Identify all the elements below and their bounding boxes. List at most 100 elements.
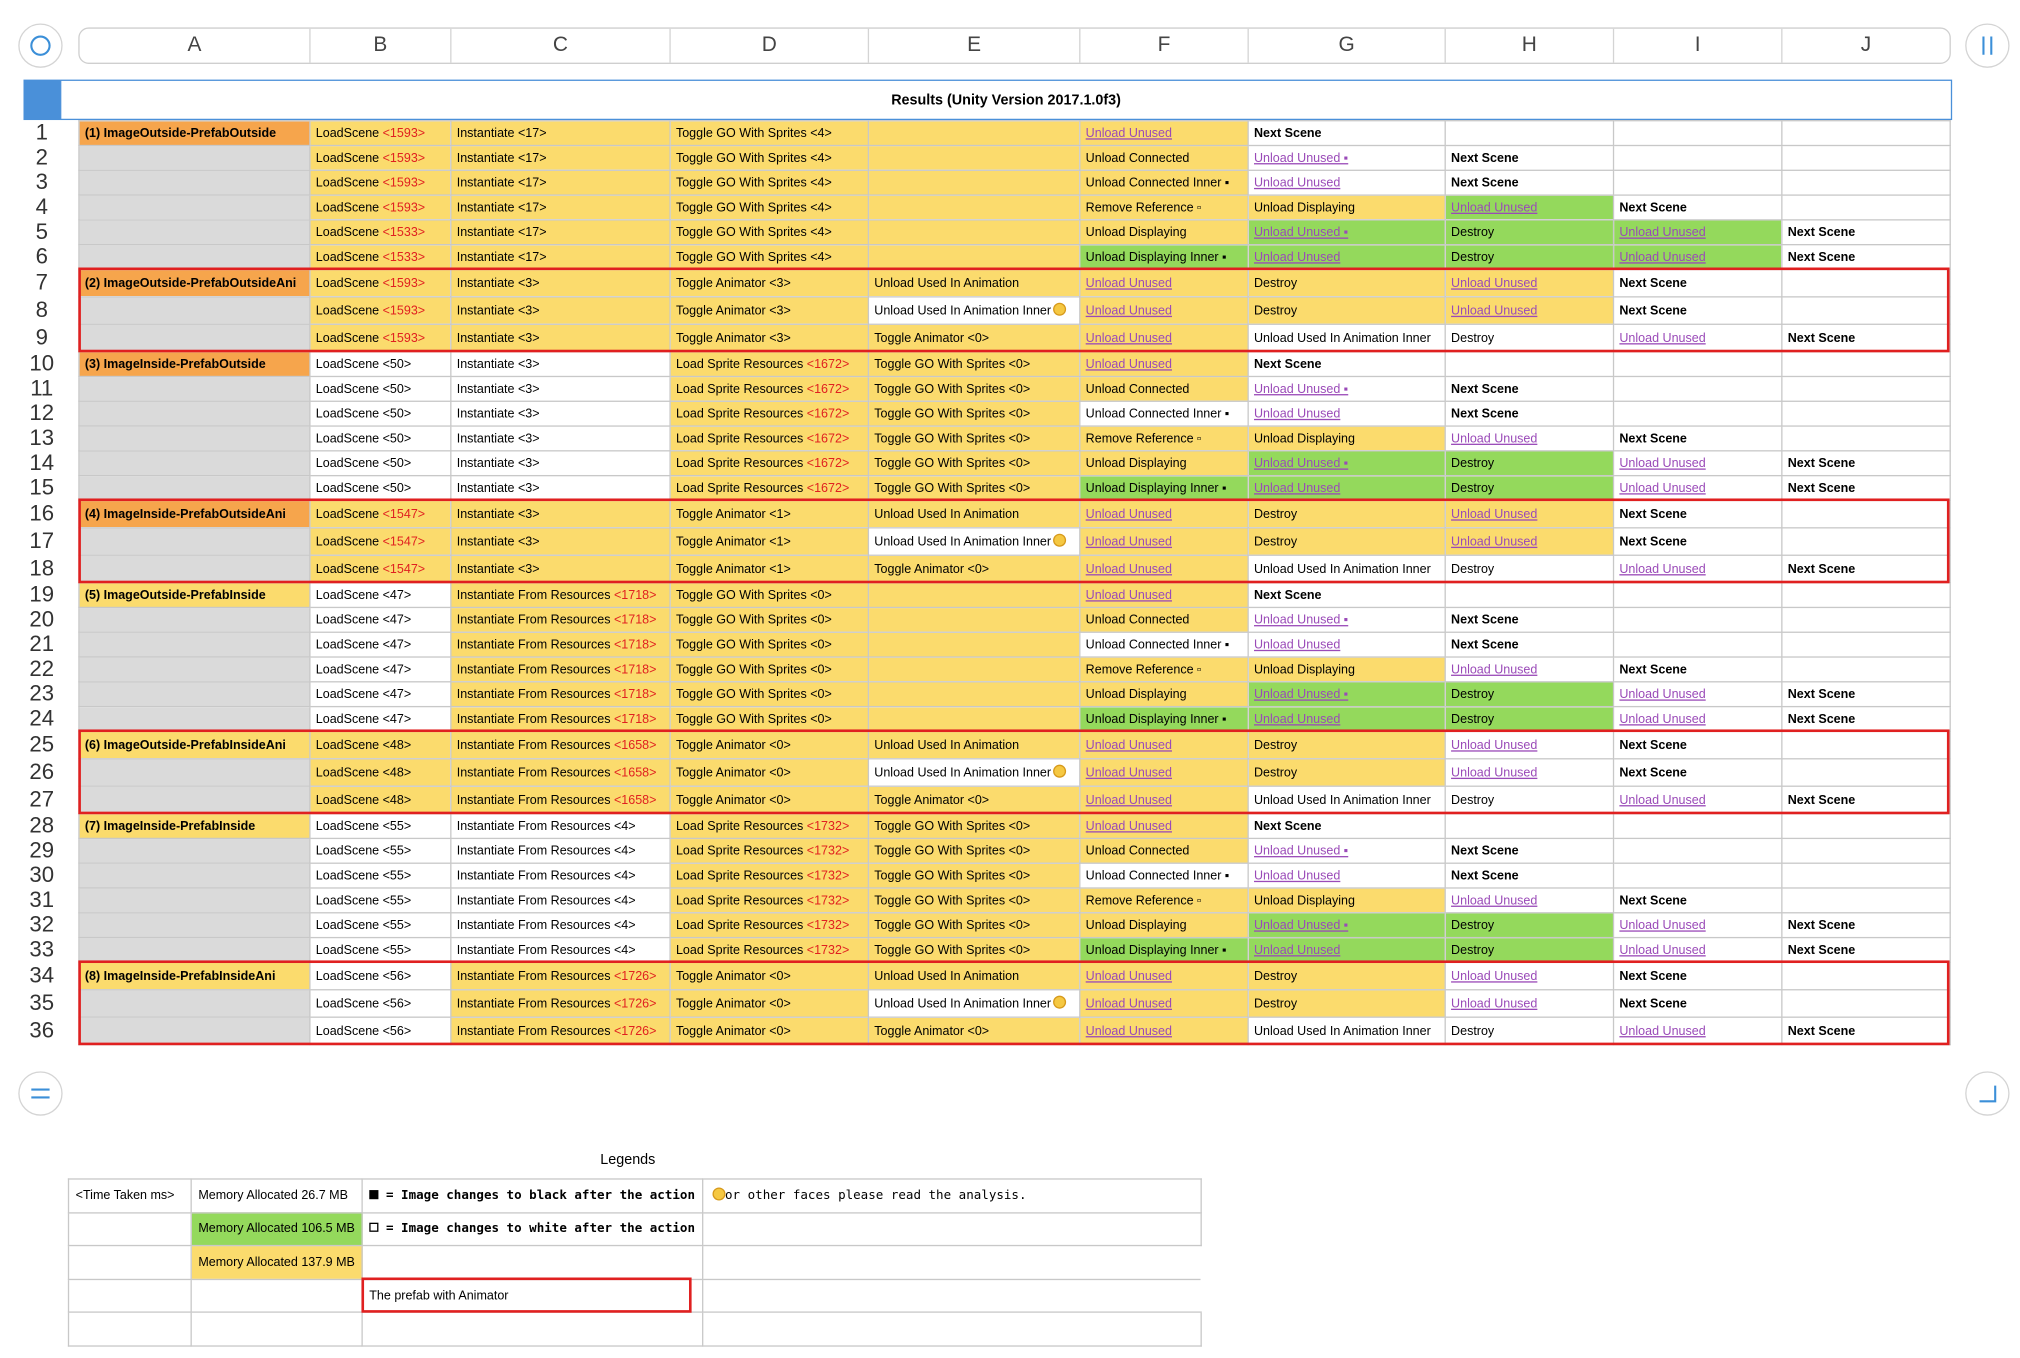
table-cell[interactable]: Unload Unused — [1612, 554, 1783, 584]
row-number[interactable]: 16 — [29, 500, 55, 526]
table-cell[interactable]: Next Scene — [1444, 375, 1615, 402]
table-cell[interactable] — [867, 169, 1081, 196]
table-cell[interactable]: Toggle Animator <0> — [867, 323, 1081, 353]
table-cell[interactable]: LoadScene <47> — [309, 656, 452, 683]
table-cell[interactable]: Next Scene — [1612, 961, 1783, 991]
table-cell[interactable]: Destroy — [1444, 912, 1615, 939]
column-header[interactable]: I — [1614, 28, 1783, 63]
table-cell[interactable]: Unload Displaying — [1079, 681, 1249, 708]
table-cell[interactable]: Unload Unused — [1612, 681, 1783, 708]
table-cell[interactable] — [867, 631, 1081, 658]
table-cell[interactable]: Next Scene — [1612, 656, 1783, 683]
table-cell[interactable]: Unload Displaying — [1247, 887, 1446, 914]
table-cell[interactable]: Destroy — [1444, 323, 1615, 353]
table-cell[interactable]: Unload Used In Animation — [867, 499, 1081, 529]
row-number[interactable]: 6 — [35, 243, 48, 269]
table-cell[interactable]: Unload Unused ▪ — [1247, 681, 1446, 708]
column-header[interactable]: A — [80, 28, 311, 63]
table-cell[interactable]: Unload Used In Animation Inner — [867, 758, 1081, 787]
table-cell[interactable]: Instantiate From Resources <1718> — [450, 656, 671, 683]
table-cell[interactable]: Next Scene — [1612, 194, 1783, 221]
table-cell[interactable] — [867, 656, 1081, 683]
table-cell[interactable] — [1781, 581, 1951, 609]
table-cell[interactable] — [78, 705, 311, 733]
legend-empty-cell[interactable] — [190, 1278, 363, 1314]
table-cell[interactable]: Toggle GO With Sprites <4> — [669, 169, 870, 196]
table-cell[interactable]: Remove Reference ▫ — [1079, 656, 1249, 683]
table-cell[interactable]: LoadScene <1593> — [309, 169, 452, 196]
table-cell[interactable]: Load Sprite Resources <1732> — [669, 887, 870, 914]
table-cell[interactable]: Unload Unused ▪ — [1247, 837, 1446, 864]
table-cell[interactable]: Destroy — [1444, 1016, 1615, 1046]
table-cell[interactable]: Instantiate <3> — [450, 375, 671, 402]
table-cell[interactable]: Unload Used In Animation — [867, 961, 1081, 991]
table-cell[interactable]: Next Scene — [1781, 450, 1951, 477]
legend-memory-high[interactable]: Memory Allocated 137.9 MB — [190, 1245, 363, 1280]
row-number[interactable]: 34 — [29, 962, 55, 988]
table-cell[interactable] — [1444, 120, 1615, 147]
table-cell[interactable]: Destroy — [1444, 244, 1615, 271]
table-cell[interactable]: Next Scene — [1444, 631, 1615, 658]
table-cell[interactable]: Destroy — [1247, 730, 1446, 760]
table-cell[interactable]: Unload Used In Animation Inner — [1247, 1016, 1446, 1046]
table-cell[interactable] — [1612, 581, 1783, 609]
table-cell[interactable]: Unload Unused ▪ — [1247, 375, 1446, 402]
table-cell[interactable]: Toggle Animator <1> — [669, 499, 870, 529]
row-number[interactable]: 7 — [35, 269, 48, 295]
table-cell[interactable] — [78, 400, 311, 427]
legend-time-taken[interactable]: <Time Taken ms> — [67, 1178, 192, 1214]
table-cell[interactable]: Unload Unused ▪ — [1247, 912, 1446, 939]
table-cell[interactable]: LoadScene <48> — [309, 730, 452, 760]
row-number[interactable]: 23 — [29, 680, 55, 706]
table-cell[interactable]: Unload Unused — [1247, 474, 1446, 502]
table-cell[interactable]: Next Scene — [1444, 606, 1615, 633]
table-cell[interactable]: Destroy — [1444, 554, 1615, 584]
row-number[interactable]: 33 — [29, 936, 55, 962]
table-cell[interactable]: Toggle Animator <1> — [669, 554, 870, 584]
table-cell[interactable] — [78, 244, 311, 271]
table-cell[interactable]: Destroy — [1444, 219, 1615, 246]
table-cell[interactable]: Instantiate From Resources <1718> — [450, 606, 671, 633]
table-cell[interactable] — [867, 219, 1081, 246]
table-cell[interactable]: Toggle Animator <0> — [669, 989, 870, 1018]
table-cell[interactable] — [1781, 527, 1951, 556]
table-cell[interactable]: Toggle Animator <0> — [867, 785, 1081, 815]
selected-corner-cell[interactable] — [23, 79, 61, 121]
table-cell[interactable]: LoadScene <47> — [309, 581, 452, 609]
table-cell[interactable]: Instantiate <3> — [450, 450, 671, 477]
table-cell[interactable]: Toggle GO With Sprites <0> — [867, 887, 1081, 914]
table-cell[interactable] — [867, 244, 1081, 271]
table-cell[interactable]: Load Sprite Resources <1732> — [669, 837, 870, 864]
table-cell[interactable]: Toggle Animator <0> — [669, 1016, 870, 1046]
row-number[interactable]: 21 — [29, 630, 55, 656]
table-cell[interactable] — [1612, 862, 1783, 889]
table-cell[interactable] — [78, 194, 311, 221]
table-cell[interactable]: Instantiate From Resources <1718> — [450, 681, 671, 708]
row-number[interactable]: 13 — [29, 424, 55, 450]
table-cell[interactable]: Unload Unused — [1444, 194, 1615, 221]
table-cell[interactable]: Instantiate From Resources <1726> — [450, 961, 671, 991]
table-cell[interactable]: Instantiate From Resources <4> — [450, 936, 671, 964]
table-cell[interactable]: Instantiate <17> — [450, 120, 671, 147]
table-cell[interactable]: Instantiate <3> — [450, 499, 671, 529]
table-cell[interactable]: Unload Unused ▪ — [1247, 606, 1446, 633]
table-cell[interactable]: Unload Connected — [1079, 606, 1249, 633]
table-cell[interactable]: Unload Unused ▪ — [1247, 144, 1446, 171]
table-cell[interactable]: Instantiate <3> — [450, 554, 671, 584]
table-cell[interactable]: Destroy — [1444, 785, 1615, 815]
legend-empty-cell[interactable] — [67, 1211, 192, 1247]
table-cell[interactable]: LoadScene <50> — [309, 425, 452, 452]
table-cell[interactable]: Instantiate <3> — [450, 296, 671, 325]
table-cell[interactable]: Unload Unused — [1247, 169, 1446, 196]
table-cell[interactable]: Unload Displaying — [1247, 656, 1446, 683]
table-cell[interactable]: Unload Displaying Inner ▪ — [1079, 705, 1249, 733]
table-cell[interactable]: Unload Unused — [1444, 296, 1615, 325]
table-cell[interactable] — [78, 375, 311, 402]
table-cell[interactable] — [867, 194, 1081, 221]
table-cell[interactable] — [1781, 812, 1951, 840]
table-cell[interactable]: LoadScene <50> — [309, 400, 452, 427]
table-cell[interactable]: Next Scene — [1612, 425, 1783, 452]
column-header[interactable]: D — [671, 28, 870, 63]
table-cell[interactable]: LoadScene <55> — [309, 837, 452, 864]
table-cell[interactable]: Unload Unused — [1079, 351, 1249, 378]
